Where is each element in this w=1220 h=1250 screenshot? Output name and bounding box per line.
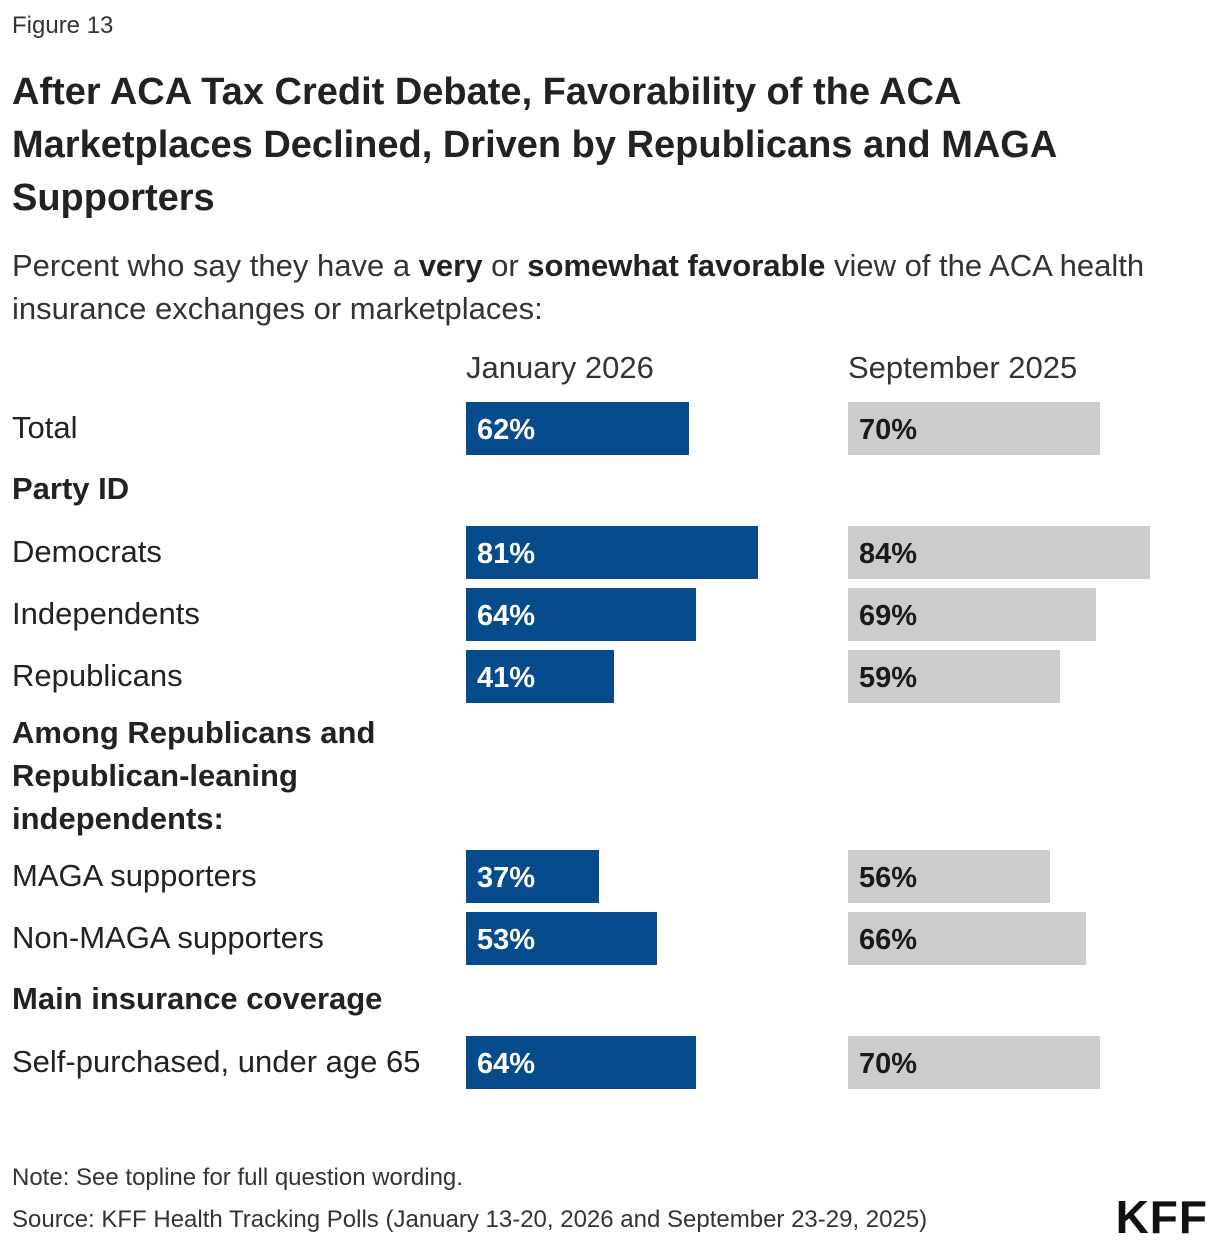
bar-january-2026-republicans: 41%: [466, 650, 614, 703]
chart-subtitle: Percent who say they have a very or some…: [12, 248, 1145, 326]
bar-january-2026-maga-supporters: 37%: [466, 850, 599, 903]
section-heading-main-insurance-coverage: Main insurance coverage: [12, 981, 383, 1016]
column-header-september-2025: September 2025: [848, 350, 1078, 385]
row-label-self-purchased-under-age-65: Self-purchased, under age 65: [12, 1044, 421, 1079]
bar-january-2026-total: 62%: [466, 402, 689, 455]
source-text: Source: KFF Health Tracking Polls (Janua…: [12, 1206, 928, 1233]
bar-january-2026-self-purchased-under-age-65: 64%: [466, 1036, 696, 1089]
section-heading-among-republicans-and-republican-leaning-independents: Among Republicans and Republican-leaning…: [12, 715, 376, 836]
bar-september-2025-republicans: 59%: [848, 650, 1060, 703]
bar-september-2025-total: 70%: [848, 402, 1100, 455]
bar-january-2026-non-maga-supporters: 53%: [466, 912, 657, 965]
row-label-total: Total: [12, 410, 78, 445]
row-label-non-maga-supporters: Non-MAGA supporters: [12, 920, 324, 955]
note-text: Note: See topline for full question word…: [12, 1164, 463, 1191]
bar-january-2026-democrats: 81%: [466, 526, 758, 579]
chart-title: After ACA Tax Credit Debate, Favorabilit…: [12, 71, 1056, 219]
bar-september-2025-democrats: 84%: [848, 526, 1150, 579]
row-label-democrats: Democrats: [12, 534, 162, 569]
kff-logo: KFF: [1115, 1191, 1208, 1243]
bar-september-2025-non-maga-supporters: 66%: [848, 912, 1086, 965]
bar-september-2025-self-purchased-under-age-65: 70%: [848, 1036, 1100, 1089]
row-label-maga-supporters: MAGA supporters: [12, 858, 257, 893]
row-label-republicans: Republicans: [12, 658, 183, 693]
row-label-independents: Independents: [12, 596, 200, 631]
bar-september-2025-independents: 69%: [848, 588, 1096, 641]
figure-label: Figure 13: [12, 12, 114, 39]
column-header-january-2026: January 2026: [466, 350, 654, 385]
bar-september-2025-maga-supporters: 56%: [848, 850, 1050, 903]
bar-january-2026-independents: 64%: [466, 588, 696, 641]
section-heading-party-id: Party ID: [12, 471, 130, 506]
